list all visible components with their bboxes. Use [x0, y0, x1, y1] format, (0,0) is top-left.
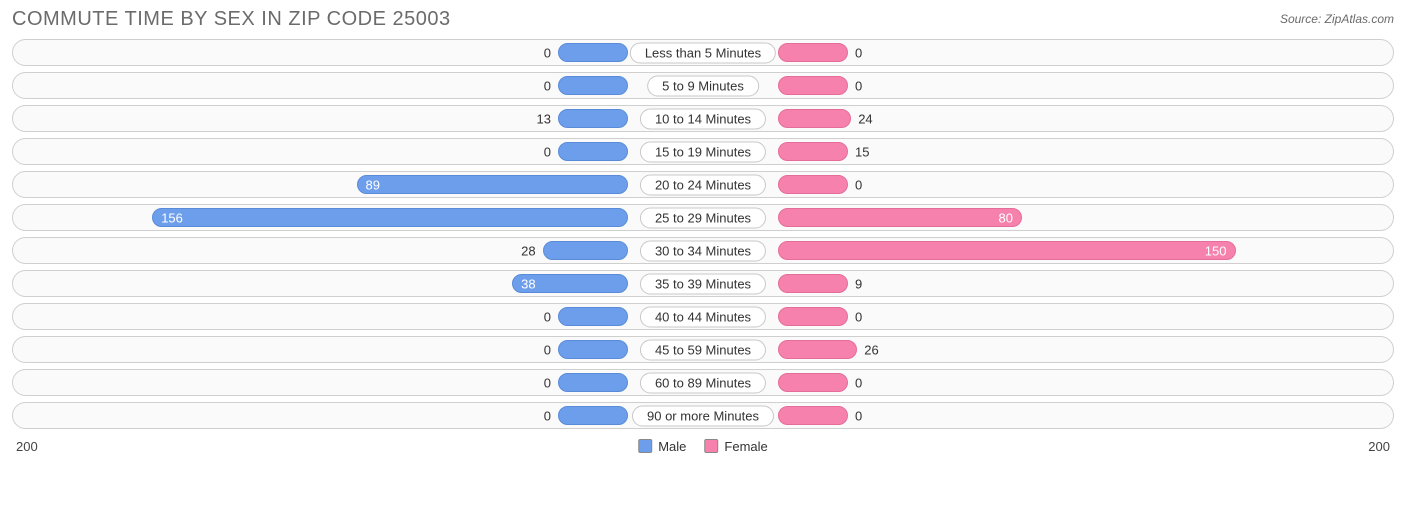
bar-row: 60 to 89 Minutes 0 0	[12, 369, 1394, 396]
legend-label-male: Male	[658, 439, 686, 454]
row-category-label: 45 to 59 Minutes	[640, 339, 766, 360]
male-bar	[558, 109, 628, 128]
male-value: 28	[521, 243, 535, 258]
axis-max-right: 200	[1368, 439, 1390, 454]
female-bar	[778, 208, 1022, 227]
chart-container: COMMUTE TIME BY SEX IN ZIP CODE 25003 So…	[0, 0, 1406, 461]
female-bar	[778, 175, 848, 194]
female-bar	[778, 340, 857, 359]
female-value: 0	[855, 45, 862, 60]
male-value: 0	[544, 342, 551, 357]
chart-source: Source: ZipAtlas.com	[1280, 8, 1394, 26]
row-category-label: 15 to 19 Minutes	[640, 141, 766, 162]
bar-row: 15 to 19 Minutes 0 15	[12, 138, 1394, 165]
male-value: 0	[544, 375, 551, 390]
bar-row: 45 to 59 Minutes 0 26	[12, 336, 1394, 363]
row-category-label: 20 to 24 Minutes	[640, 174, 766, 195]
row-category-label: 30 to 34 Minutes	[640, 240, 766, 261]
female-bar	[778, 76, 848, 95]
female-value: 80	[999, 210, 1013, 225]
chart-area: Less than 5 Minutes 0 0 5 to 9 Minutes 0 0 10 …	[12, 39, 1394, 429]
row-category-label: Less than 5 Minutes	[630, 42, 776, 63]
row-category-label: 60 to 89 Minutes	[640, 372, 766, 393]
row-category-label: 90 or more Minutes	[632, 405, 774, 426]
bar-row: 90 or more Minutes 0 0	[12, 402, 1394, 429]
row-category-label: 5 to 9 Minutes	[647, 75, 759, 96]
male-bar	[152, 208, 628, 227]
female-value: 0	[855, 408, 862, 423]
female-bar	[778, 373, 848, 392]
female-value: 26	[864, 342, 878, 357]
male-bar	[558, 307, 628, 326]
male-bar	[558, 373, 628, 392]
chart-header: COMMUTE TIME BY SEX IN ZIP CODE 25003 So…	[12, 8, 1394, 31]
legend: Male Female	[638, 439, 768, 454]
male-value: 13	[537, 111, 551, 126]
male-bar	[558, 142, 628, 161]
female-bar	[778, 307, 848, 326]
row-category-label: 10 to 14 Minutes	[640, 108, 766, 129]
male-value: 0	[544, 78, 551, 93]
chart-title: COMMUTE TIME BY SEX IN ZIP CODE 25003	[12, 8, 451, 31]
female-bar	[778, 274, 848, 293]
male-value: 0	[544, 144, 551, 159]
female-value: 15	[855, 144, 869, 159]
female-swatch-icon	[704, 439, 718, 453]
bar-row: 20 to 24 Minutes 89 0	[12, 171, 1394, 198]
female-bar	[778, 109, 851, 128]
bar-row: 5 to 9 Minutes 0 0	[12, 72, 1394, 99]
chart-footer: 200 Male Female 200	[12, 435, 1394, 457]
female-value: 9	[855, 276, 862, 291]
row-category-label: 40 to 44 Minutes	[640, 306, 766, 327]
male-value: 0	[544, 45, 551, 60]
male-value: 38	[521, 276, 535, 291]
legend-item-male: Male	[638, 439, 686, 454]
male-bar	[357, 175, 628, 194]
male-value: 89	[366, 177, 380, 192]
female-bar	[778, 43, 848, 62]
female-value: 0	[855, 375, 862, 390]
female-value: 0	[855, 309, 862, 324]
male-value: 0	[544, 408, 551, 423]
male-bar	[543, 241, 628, 260]
bar-row: 30 to 34 Minutes 28 150	[12, 237, 1394, 264]
female-value: 150	[1205, 243, 1227, 258]
row-category-label: 25 to 29 Minutes	[640, 207, 766, 228]
legend-label-female: Female	[724, 439, 767, 454]
male-value: 0	[544, 309, 551, 324]
male-swatch-icon	[638, 439, 652, 453]
male-bar	[558, 76, 628, 95]
bar-row: Less than 5 Minutes 0 0	[12, 39, 1394, 66]
male-bar	[558, 340, 628, 359]
bar-row: 35 to 39 Minutes 38 9	[12, 270, 1394, 297]
female-value: 0	[855, 177, 862, 192]
female-bar	[778, 142, 848, 161]
female-value: 24	[858, 111, 872, 126]
male-bar	[558, 406, 628, 425]
bar-row: 10 to 14 Minutes 13 24	[12, 105, 1394, 132]
male-value: 156	[161, 210, 183, 225]
female-value: 0	[855, 78, 862, 93]
female-bar	[778, 406, 848, 425]
male-bar	[558, 43, 628, 62]
bar-row: 25 to 29 Minutes 156 80	[12, 204, 1394, 231]
female-bar	[778, 241, 1236, 260]
legend-item-female: Female	[704, 439, 767, 454]
row-category-label: 35 to 39 Minutes	[640, 273, 766, 294]
axis-max-left: 200	[16, 439, 38, 454]
bar-row: 40 to 44 Minutes 0 0	[12, 303, 1394, 330]
